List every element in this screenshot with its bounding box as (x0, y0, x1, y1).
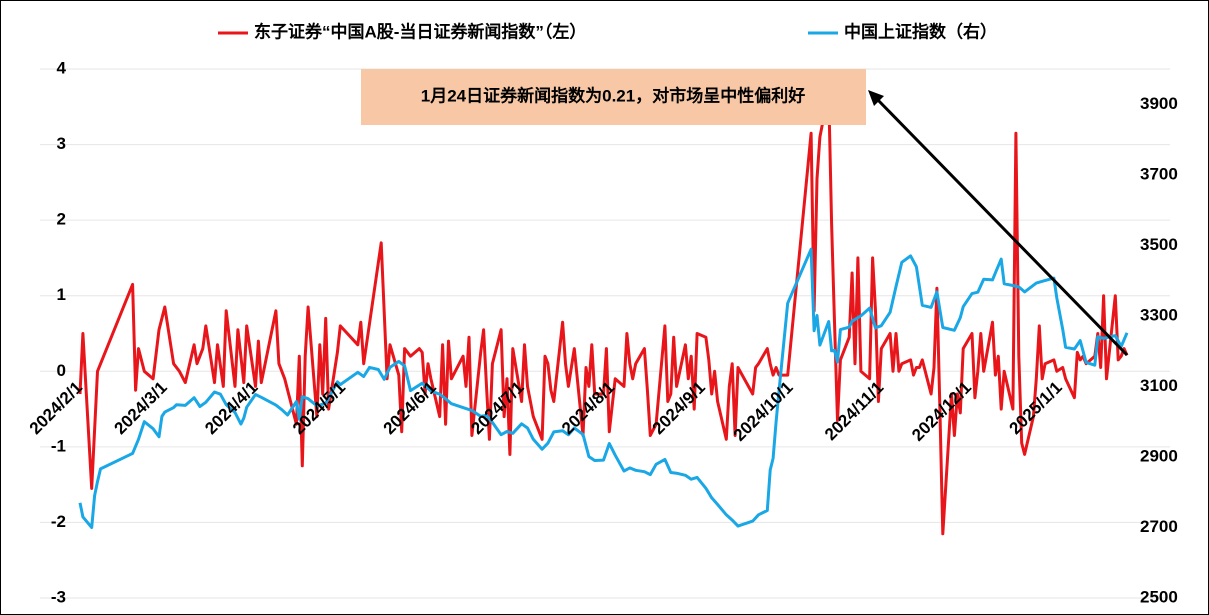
y2-tick-label: 2700 (1140, 517, 1178, 536)
y2-tick-label: 3300 (1140, 305, 1178, 324)
annotation: 1月24日证券新闻指数为0.21，对市场呈中性偏利好 (421, 85, 805, 105)
annotation-arrow (874, 96, 1129, 357)
y2-tick-label: 3900 (1140, 94, 1178, 113)
y-tick-label: 1 (57, 285, 66, 304)
legend-label: 中国上证指数（右） (844, 21, 997, 41)
series-line (78, 90, 1129, 536)
y-tick-label: 3 (57, 134, 66, 153)
y2-tick-label: 3100 (1140, 376, 1178, 395)
series-line (78, 247, 1129, 529)
y-tick-label: 4 (57, 58, 67, 77)
legend: 东子证券“中国A股-当日证券新闻指数”（左） 中国上证指数（右） (218, 21, 997, 41)
grid (40, 68, 1170, 599)
y-tick-label: -1 (51, 436, 66, 455)
annotation-box (361, 69, 866, 125)
y2-tick-label: 3700 (1140, 164, 1178, 183)
y-tick-label: -2 (51, 512, 66, 531)
legend-label: 东子证券“中国A股-当日证券新闻指数”（左） (254, 21, 586, 41)
y-tick-label: -3 (51, 587, 66, 606)
lines (78, 90, 1129, 536)
arrow-head (868, 90, 884, 106)
y2-tick-label: 2500 (1140, 587, 1178, 606)
y-tick-label: 2 (57, 210, 66, 229)
y2-tick-label: 2900 (1140, 446, 1178, 465)
y-tick-label: 0 (57, 361, 66, 380)
y2-tick-label: 3500 (1140, 235, 1178, 254)
